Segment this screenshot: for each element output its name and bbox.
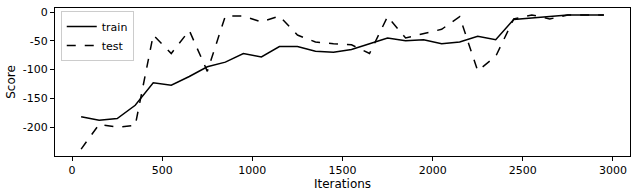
- svg-text:1000: 1000: [238, 164, 266, 177]
- svg-text:3000: 3000: [599, 164, 627, 177]
- svg-text:-50: -50: [30, 35, 48, 48]
- svg-text:2500: 2500: [509, 164, 537, 177]
- svg-text:train: train: [102, 21, 128, 34]
- svg-text:test: test: [102, 40, 124, 53]
- svg-text:-200: -200: [23, 121, 48, 134]
- svg-text:0: 0: [41, 6, 48, 19]
- svg-text:0: 0: [69, 164, 76, 177]
- svg-text:Iterations: Iterations: [314, 177, 371, 191]
- svg-text:-100: -100: [23, 63, 48, 76]
- svg-text:2000: 2000: [419, 164, 447, 177]
- svg-text:500: 500: [152, 164, 173, 177]
- svg-text:1500: 1500: [329, 164, 357, 177]
- svg-text:Score: Score: [4, 65, 18, 99]
- svg-text:-150: -150: [23, 92, 48, 105]
